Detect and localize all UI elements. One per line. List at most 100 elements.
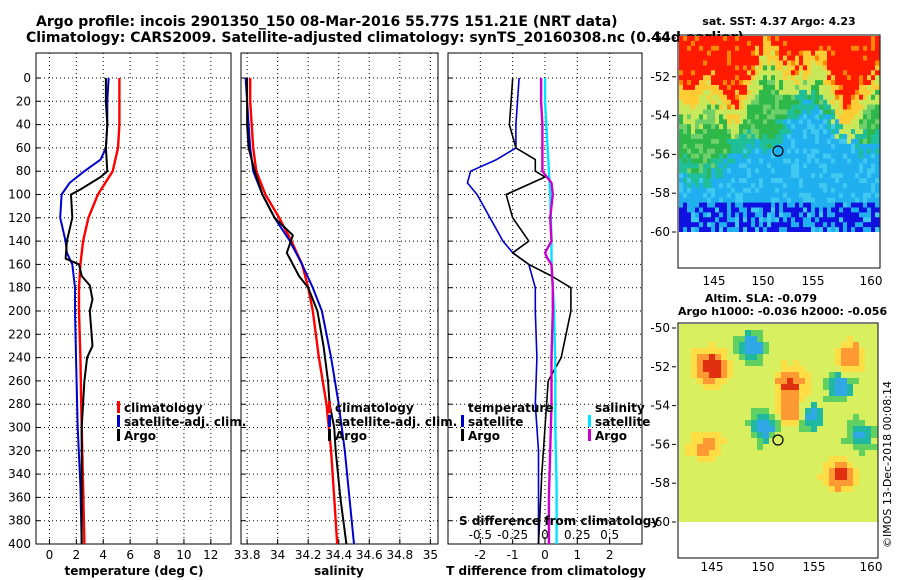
sla-cell [799, 342, 806, 349]
sst-cell [743, 173, 748, 179]
sst-cell [803, 163, 808, 169]
sst-cell [727, 158, 732, 164]
sla-cell [817, 492, 824, 499]
sst-cell [711, 40, 716, 47]
sst-cell [775, 65, 780, 71]
sla-cell [829, 438, 836, 445]
sst-cell [687, 36, 692, 42]
sst-cell [859, 187, 864, 194]
sla-cell [751, 486, 758, 493]
sla-cell [709, 378, 716, 385]
sst-cell [739, 45, 744, 52]
sla-cell [769, 378, 776, 385]
sst-cell [775, 197, 780, 203]
sst-cell [719, 104, 724, 110]
sst-cell [783, 119, 788, 125]
sst-cell [843, 173, 848, 179]
sla-cell [805, 504, 812, 511]
sla-cell [865, 426, 872, 433]
sst-cell [811, 114, 816, 120]
sst-cell [759, 153, 764, 159]
sst-cell [799, 138, 804, 145]
sst-cell [687, 109, 692, 115]
sst-cell [855, 40, 860, 47]
sst-cell [819, 119, 824, 125]
sla-cell [841, 480, 848, 487]
sst-cell [715, 55, 720, 61]
sst-cell [731, 217, 736, 223]
sst-cell [847, 143, 852, 150]
sst-cell [803, 212, 808, 218]
sst-no-data-area [679, 232, 879, 267]
sla-cell [793, 480, 800, 487]
sst-cell [707, 217, 712, 223]
sst-cell [731, 227, 736, 233]
sst-cell [707, 173, 712, 179]
sla-cell [727, 372, 734, 379]
sst-cell [791, 187, 796, 194]
sla-cell [685, 498, 692, 505]
sla-cell [703, 504, 710, 511]
sst-cell [687, 104, 692, 110]
sst-cell [839, 80, 844, 86]
sla-cell [793, 324, 800, 331]
sst-cell [855, 138, 860, 145]
sst-cell [875, 212, 880, 218]
sla-cell [769, 324, 776, 331]
sst-cell [703, 148, 708, 154]
sst-cell [859, 173, 864, 179]
sst-cell [775, 89, 780, 96]
sla-cell [853, 456, 860, 463]
sla-cell [751, 342, 758, 349]
sla-cell [841, 438, 848, 445]
sla-cell [769, 504, 776, 511]
sst-cell [823, 70, 828, 76]
sla-cell [715, 390, 722, 397]
sst-cell [719, 60, 724, 66]
sst-cell [707, 178, 712, 184]
sst-cell [703, 222, 708, 228]
sst-cell [863, 163, 868, 169]
sst-cell [719, 85, 724, 91]
sla-cell [853, 444, 860, 451]
sst-cell [827, 40, 832, 47]
sla-cell [835, 414, 842, 421]
sst-cell [823, 65, 828, 71]
sla-cell [763, 396, 770, 403]
sst-cell [779, 207, 784, 213]
sst-cell [779, 104, 784, 110]
sst-cell [863, 45, 868, 52]
sst-cell [875, 202, 880, 208]
sla-cell [853, 474, 860, 481]
sst-cell [823, 197, 828, 203]
sst-cell [867, 70, 872, 76]
sst-cell [815, 80, 820, 86]
sst-cell [855, 143, 860, 150]
sst-cell [787, 124, 792, 130]
sla-cell [817, 444, 824, 451]
sla-cell [781, 408, 788, 415]
sst-cell [811, 129, 816, 135]
sst-cell [827, 163, 832, 169]
sst-cell [691, 197, 696, 203]
sla-cell [775, 372, 782, 379]
sla-cell [859, 474, 866, 481]
sla-cell [691, 372, 698, 379]
sst-cell [767, 99, 772, 105]
sst-cell [767, 183, 772, 189]
sst-cell [851, 129, 856, 135]
sst-cell [787, 227, 792, 233]
sla-cell [679, 438, 686, 445]
sst-cell [723, 55, 728, 61]
sst-cell [739, 212, 744, 218]
sst-cell [679, 75, 684, 81]
sst-cell [683, 138, 688, 145]
sla-cell [697, 426, 704, 433]
sst-cell [851, 158, 856, 164]
sst-cell [699, 94, 704, 101]
sla-cell [799, 348, 806, 355]
sst-cell [739, 55, 744, 61]
sla-cell [763, 354, 770, 361]
sst-map-frame [677, 34, 881, 269]
sst-cell [847, 187, 852, 194]
